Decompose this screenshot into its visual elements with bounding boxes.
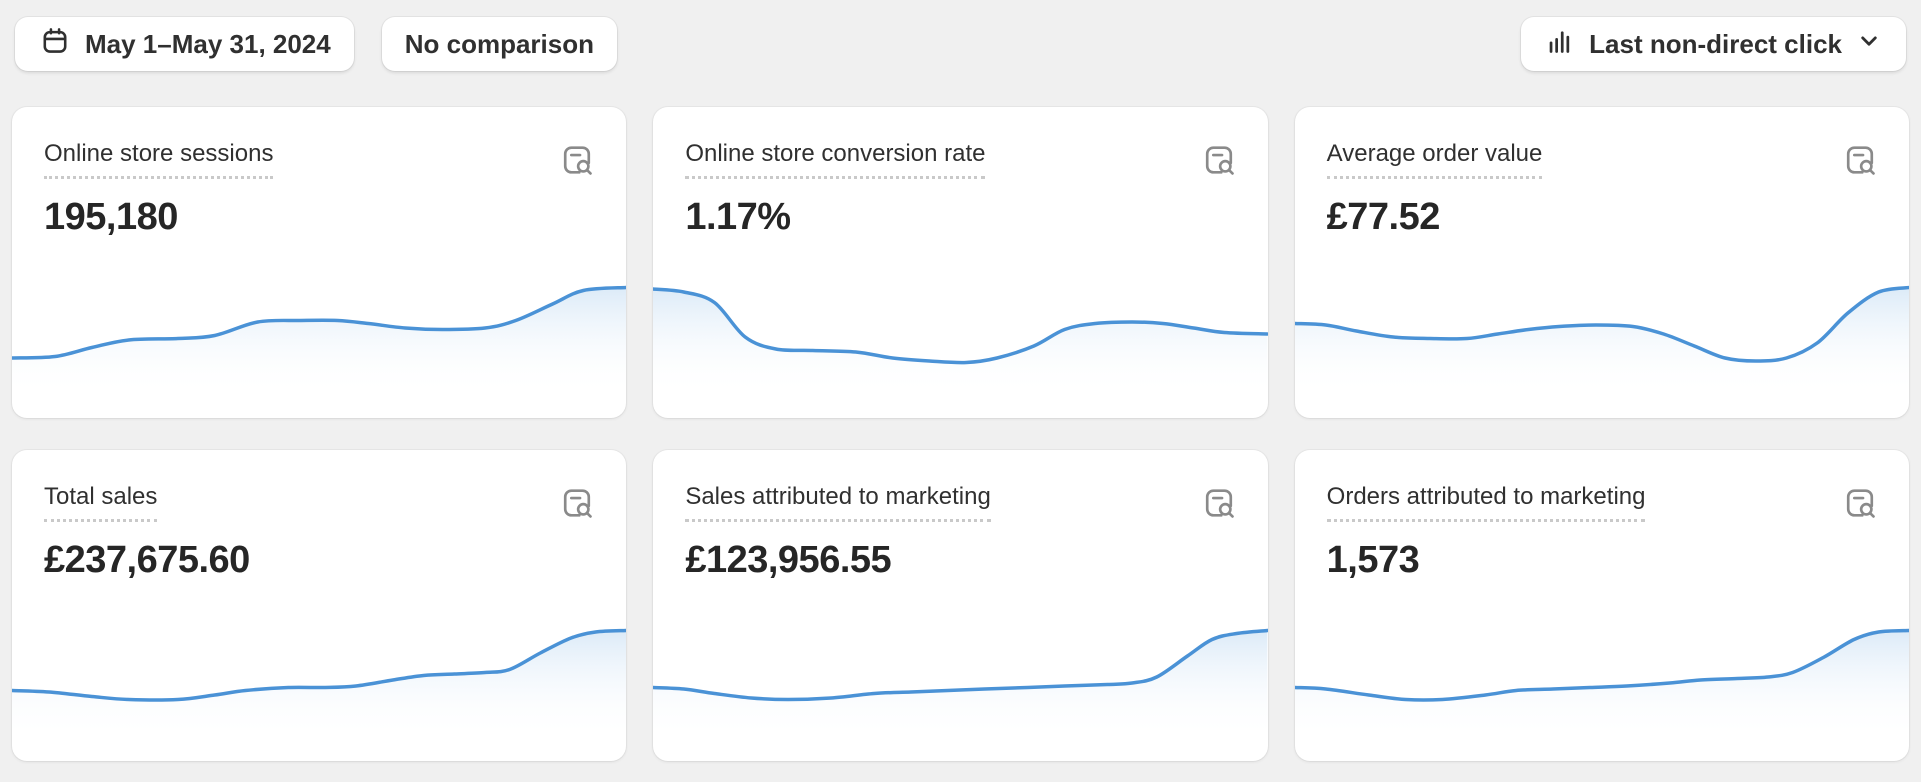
metric-title[interactable]: Online store sessions (44, 139, 274, 179)
metric-card-orders-attributed-to-marketing: Orders attributed to marketing 1,573 (1294, 450, 1909, 761)
sparkline-chart (653, 268, 1268, 418)
date-range-button[interactable]: May 1–May 31, 2024 (15, 17, 354, 71)
metric-title[interactable]: Average order value (1326, 139, 1543, 179)
view-report-icon[interactable] (558, 484, 596, 522)
sparkline-chart (653, 611, 1268, 761)
view-report-icon[interactable] (1841, 484, 1879, 522)
sparkline-chart (1294, 611, 1909, 761)
metrics-grid: Online store sessions 195,180 Online sto… (0, 71, 1921, 781)
toolbar: May 1–May 31, 2024 No comparison Last no… (0, 0, 1921, 71)
metric-value: £237,675.60 (44, 539, 250, 581)
metric-value: £77.52 (1326, 196, 1441, 238)
card-header: Sales attributed to marketing (653, 450, 1267, 522)
comparison-button[interactable]: No comparison (381, 17, 617, 71)
metric-title[interactable]: Sales attributed to marketing (685, 482, 991, 522)
metric-card-online-store-sessions: Online store sessions 195,180 (12, 107, 627, 418)
view-report-icon[interactable] (558, 141, 596, 179)
metric-title[interactable]: Total sales (44, 482, 158, 522)
comparison-label: No comparison (404, 28, 594, 59)
attribution-model-dropdown[interactable]: Last non-direct click (1521, 17, 1906, 71)
metric-card-conversion-rate: Online store conversion rate 1.17% (653, 107, 1268, 418)
view-report-icon[interactable] (1200, 484, 1238, 522)
date-range-label: May 1–May 31, 2024 (85, 28, 331, 59)
view-report-icon[interactable] (1841, 141, 1879, 179)
card-header: Orders attributed to marketing (1295, 450, 1909, 522)
metric-title[interactable]: Orders attributed to marketing (1326, 482, 1646, 522)
attribution-model-label: Last non-direct click (1589, 28, 1842, 59)
metric-value: 1.17% (685, 196, 791, 238)
card-header: Online store sessions (12, 107, 626, 179)
metric-title[interactable]: Online store conversion rate (685, 139, 986, 179)
metric-card-average-order-value: Average order value £77.52 (1294, 107, 1909, 418)
metric-card-sales-attributed-to-marketing: Sales attributed to marketing £123,956.5… (653, 450, 1268, 761)
chevron-down-icon (1855, 27, 1883, 62)
view-report-icon[interactable] (1200, 141, 1238, 179)
bar-chart-icon (1544, 25, 1576, 64)
card-header: Online store conversion rate (653, 107, 1267, 179)
metric-value: 195,180 (44, 196, 178, 238)
metric-card-total-sales: Total sales £237,675.60 (12, 450, 627, 761)
sparkline-chart (12, 268, 627, 418)
card-header: Average order value (1295, 107, 1909, 179)
card-header: Total sales (12, 450, 626, 522)
metric-value: 1,573 (1326, 539, 1420, 581)
sparkline-chart (12, 611, 627, 761)
metric-value: £123,956.55 (685, 539, 892, 581)
sparkline-chart (1294, 268, 1909, 418)
toolbar-left-group: May 1–May 31, 2024 No comparison (15, 17, 617, 71)
calendar-icon (38, 24, 72, 65)
